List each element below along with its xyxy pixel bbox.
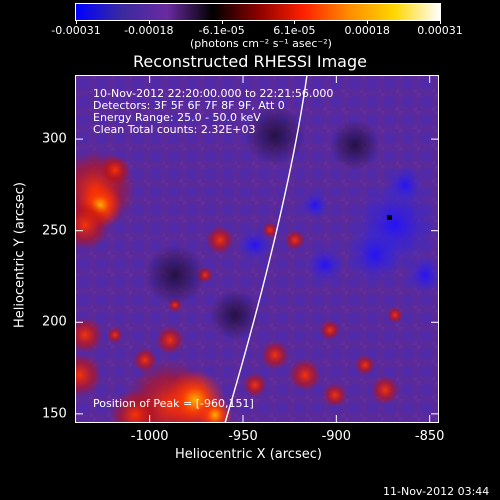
image-title: Reconstructed RHESSI Image — [133, 52, 367, 71]
emission-blob — [285, 230, 305, 250]
emission-blob — [300, 190, 330, 220]
colorbar-tick-label: -0.00018 — [124, 24, 174, 37]
y-tick-label: 300 — [42, 131, 67, 147]
emission-blob — [156, 326, 184, 354]
colorbar-tick-label: -6.1e-05 — [198, 24, 245, 37]
timestamp: 11-Nov-2012 03:44 — [383, 485, 490, 498]
info-line-clean: Clean Total counts: 2.32E+03 — [93, 123, 256, 136]
emission-blob — [261, 341, 289, 369]
emission-blob — [110, 390, 160, 423]
emission-blob — [385, 165, 425, 205]
emission-blob — [355, 355, 375, 375]
x-tick-label: -1000 — [130, 429, 169, 444]
emission-blob — [387, 307, 403, 323]
emission-blob — [206, 226, 234, 254]
colorbar-tick-label: 6.1e-05 — [273, 24, 316, 37]
emission-blob — [133, 348, 157, 372]
colorbar-tick — [221, 20, 223, 24]
colorbar-tick — [294, 20, 296, 24]
emission-blob — [245, 105, 305, 165]
colorbar-tick — [148, 20, 150, 24]
emission-blob — [243, 373, 267, 397]
black-pixel-marker — [387, 215, 392, 220]
emission-blob — [345, 225, 405, 285]
emission-blob — [237, 227, 273, 263]
emission-blob — [305, 245, 345, 285]
emission-blob — [323, 383, 347, 407]
y-tick-label: 200 — [42, 314, 67, 330]
emission-blob — [100, 155, 130, 185]
colorbar-tick-label: 0.00031 — [417, 24, 463, 37]
emission-blob — [289, 359, 321, 391]
colorbar-tick — [440, 20, 441, 24]
emission-blob — [75, 353, 102, 397]
y-tick-marks — [75, 138, 439, 415]
colorbar — [75, 3, 441, 21]
emission-blob — [210, 290, 260, 340]
emission-blob — [197, 397, 233, 423]
solar-limb — [224, 75, 308, 423]
x-axis-label: Heliocentric X (arcsec) — [175, 447, 322, 462]
emission-blob — [371, 376, 399, 404]
emission-blob — [145, 245, 205, 305]
info-line-detectors: Detectors: 3F 5F 6F 7F 8F 9F, Att 0 — [93, 99, 285, 112]
info-line-energy: Energy Range: 25.0 - 50.0 keV — [93, 111, 261, 124]
emission-blob — [405, 255, 439, 295]
info-line-time: 10-Nov-2012 22:20:00.000 to 22:21:56.000 — [93, 87, 334, 100]
colorbar-tick — [76, 20, 77, 24]
emission-blob — [320, 320, 340, 340]
peak-position: Position of Peak = [-960,151] — [93, 397, 254, 410]
colorbar-tick — [367, 20, 369, 24]
y-tick-label: 150 — [42, 406, 67, 422]
emission-blob — [75, 317, 103, 353]
colorbar-tick-label: -0.00031 — [51, 24, 101, 37]
plot-frame — [75, 75, 439, 423]
x-tick-label: -950 — [228, 429, 258, 444]
rhessi-image-plot — [75, 75, 439, 423]
x-tick-label: -900 — [321, 429, 352, 444]
x-tick-label: -850 — [414, 429, 445, 444]
colorbar-units: (photons cm⁻² s⁻¹ asec⁻²) — [190, 37, 332, 50]
emission-features — [75, 105, 439, 423]
x-tick-marks — [149, 75, 431, 423]
colorbar-tick-label: 0.00018 — [344, 24, 390, 37]
emission-blob — [107, 327, 123, 343]
emission-blob — [75, 200, 110, 250]
y-tick-label: 250 — [42, 223, 67, 239]
emission-blob — [330, 120, 380, 170]
y-axis-label: Heliocentric Y (arcsec) — [12, 182, 28, 328]
